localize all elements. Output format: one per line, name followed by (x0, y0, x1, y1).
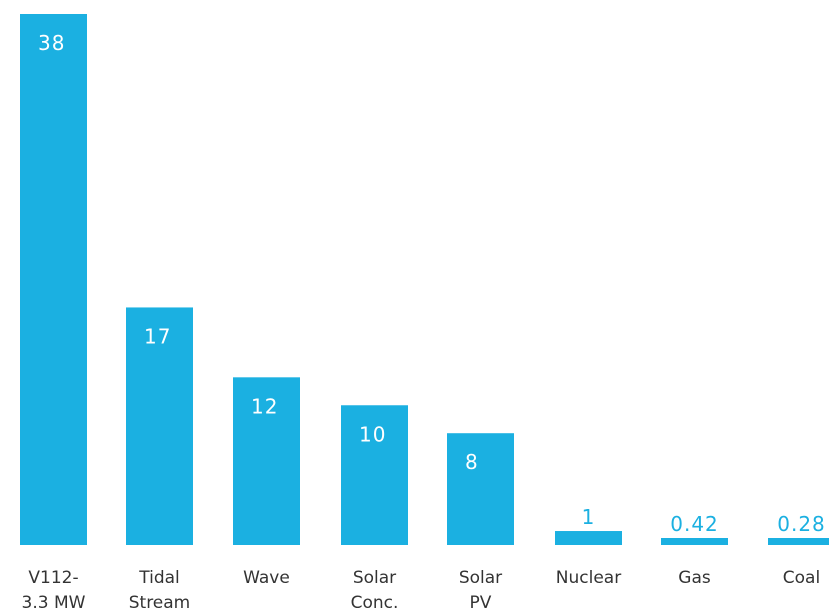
category-label-4-line-1: PV (470, 593, 492, 613)
bar-1 (126, 307, 193, 545)
bar-7 (768, 538, 829, 545)
value-label-5: 1 (582, 505, 596, 529)
value-label-0: 38 (38, 31, 65, 55)
value-label-3: 10 (359, 422, 386, 446)
value-label-4: 8 (465, 450, 479, 474)
bar-3 (341, 405, 408, 545)
value-label-6: 0.42 (670, 512, 719, 536)
category-label-1-line-1: Stream (129, 593, 191, 613)
category-label-1-line-0: Tidal (138, 568, 180, 588)
category-label-3-line-1: Conc. (351, 593, 399, 613)
category-label-2-line-0: Wave (243, 568, 290, 588)
category-label-3-line-0: Solar (353, 568, 396, 588)
bar-5 (555, 531, 622, 545)
category-label-4-line-0: Solar (459, 568, 502, 588)
value-label-7: 0.28 (777, 512, 826, 536)
bars-group (20, 14, 829, 545)
category-label-5-line-0: Nuclear (556, 568, 621, 588)
category-label-0-line-1: 3.3 MW (22, 593, 86, 613)
category-label-7-line-0: Coal (783, 568, 820, 588)
bar-2 (233, 377, 300, 545)
value-label-2: 12 (251, 394, 278, 418)
bar-0 (20, 14, 87, 545)
value-label-1: 17 (144, 324, 171, 348)
bar-6 (661, 538, 728, 545)
category-labels-group: V112- 3.3 MW Tidal Stream Wave Solar Conc. Sola… (22, 568, 821, 613)
bar-4 (447, 433, 514, 545)
category-label-6-line-0: Gas (678, 568, 711, 588)
value-labels-group: 38 17 12 10 8 1 0.42 0.28 (38, 31, 826, 536)
category-label-0-line-0: V112- (28, 568, 78, 588)
